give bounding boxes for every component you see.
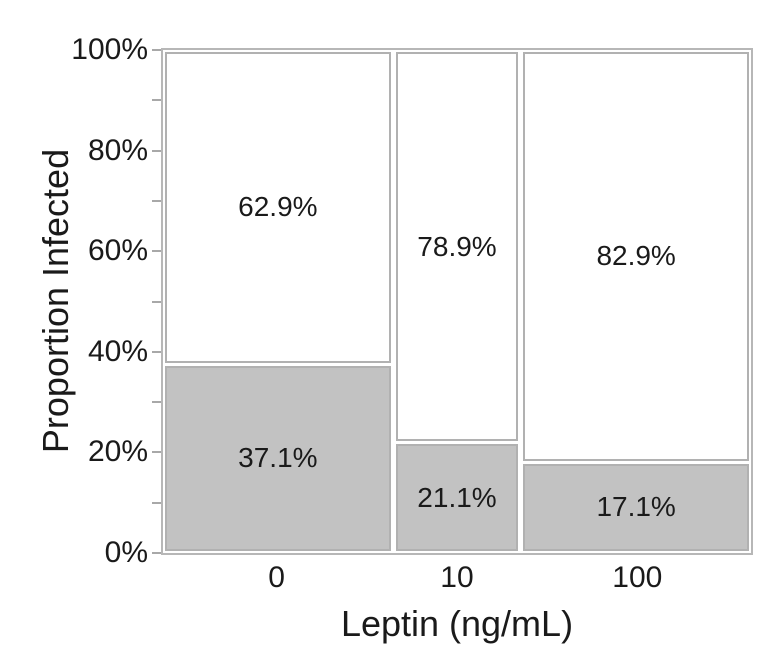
x-axis-title: Leptin (ng/mL): [340, 603, 574, 644]
y-tick-label-60: 60%: [87, 234, 148, 268]
y-tick-mark-90: [152, 99, 161, 102]
y-tick-label-80: 80%: [87, 133, 148, 167]
y-tick-mark-80: [152, 149, 161, 152]
y-tick-mark-0: [152, 552, 161, 554]
mosaic-bar-100: 82.9% 17.1%: [523, 52, 750, 551]
y-tick-mark-60: [152, 250, 161, 253]
y-tick-mark-20: [152, 451, 161, 454]
segment-100-lower[interactable]: 17.1%: [523, 463, 750, 551]
mosaic-bar-0: 62.9% 37.1%: [165, 52, 391, 551]
segment-0-lower[interactable]: 37.1%: [165, 365, 391, 551]
y-tick-label-40: 40%: [87, 334, 148, 368]
y-tick-label-20: 20%: [87, 435, 148, 469]
x-axis-category-labels: 0 10 100: [163, 561, 751, 597]
segment-value-label: 21.1%: [417, 481, 497, 513]
segment-value-label: 78.9%: [417, 230, 497, 262]
y-tick-label-100: 100%: [71, 33, 148, 66]
mosaic-bar-10: 78.9% 21.1%: [395, 52, 519, 551]
plot-area: 62.9% 37.1% 78.9% 21.1% 82.9% 17.1%: [161, 48, 753, 555]
segment-value-label: 62.9%: [238, 191, 318, 223]
y-axis-tick-marks: [152, 49, 161, 554]
x-tick-label-0: 0: [268, 561, 285, 594]
y-tick-mark-30: [152, 401, 161, 404]
segment-100-upper[interactable]: 82.9%: [523, 52, 750, 461]
segment-10-lower[interactable]: 21.1%: [395, 444, 519, 551]
y-axis-tick-labels: 100% 80% 60% 40% 20% 0%: [0, 33, 148, 569]
y-tick-mark-40: [152, 350, 161, 353]
segment-0-upper[interactable]: 62.9%: [165, 52, 391, 363]
segment-value-label: 82.9%: [596, 240, 676, 272]
y-tick-label-0: 0%: [104, 536, 148, 569]
y-tick-mark-50: [152, 300, 161, 303]
x-tick-label-100: 100: [612, 561, 663, 594]
mosaic-bars: 62.9% 37.1% 78.9% 21.1% 82.9% 17.1%: [163, 50, 751, 553]
segment-10-upper[interactable]: 78.9%: [395, 52, 519, 442]
y-tick-mark-10: [152, 501, 161, 504]
x-tick-label-10: 10: [440, 561, 474, 594]
segment-value-label: 17.1%: [596, 491, 676, 523]
y-tick-mark-70: [152, 199, 161, 202]
y-tick-mark-100: [152, 49, 161, 51]
segment-value-label: 37.1%: [238, 442, 318, 474]
